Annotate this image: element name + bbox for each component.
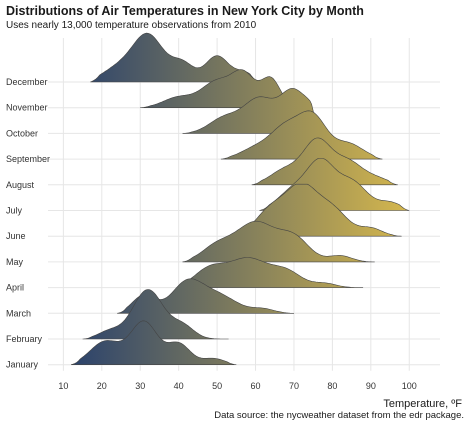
ridge-january [71,320,237,365]
ridge-june [228,183,402,237]
x-tick-label: 70 [289,381,299,391]
ridge-may [182,220,375,263]
x-tick-label: 30 [135,381,145,391]
month-label: January [6,360,39,370]
x-tick-labels: 10 20 30 40 50 60 70 80 90 100 [58,381,416,391]
ridge-april [178,257,364,288]
month-label: August [6,180,35,190]
month-label: September [6,154,50,164]
chart-subtitle: Uses nearly 13,000 temperature observati… [6,20,257,31]
month-label: June [6,231,26,241]
x-tick-label: 100 [402,381,417,391]
x-tick-label: 40 [174,381,184,391]
month-labels: December November October September August Ju… [6,77,50,370]
month-label: May [6,257,24,267]
x-tick-label: 80 [327,381,337,391]
x-tick-label: 10 [58,381,68,391]
ridge-december [90,32,260,83]
month-label: April [6,283,24,293]
x-tick-label: 20 [97,381,107,391]
x-tick-label: 50 [212,381,222,391]
month-label: July [6,206,23,216]
month-label: March [6,308,31,318]
chart-title: Distributions of Air Temperatures in New… [6,4,364,18]
data-source-caption: Data source: the nycweather dataset from… [214,410,464,421]
x-tick-label: 90 [366,381,376,391]
ridge-september [220,110,383,160]
x-tick-label: 60 [251,381,261,391]
ridge-february [82,289,229,340]
month-label: February [6,334,43,344]
ridges [71,32,410,365]
month-label: December [6,77,48,87]
month-label: November [6,103,48,113]
x-axis-title: Temperature, ºF [383,398,462,410]
month-label: October [6,128,38,138]
